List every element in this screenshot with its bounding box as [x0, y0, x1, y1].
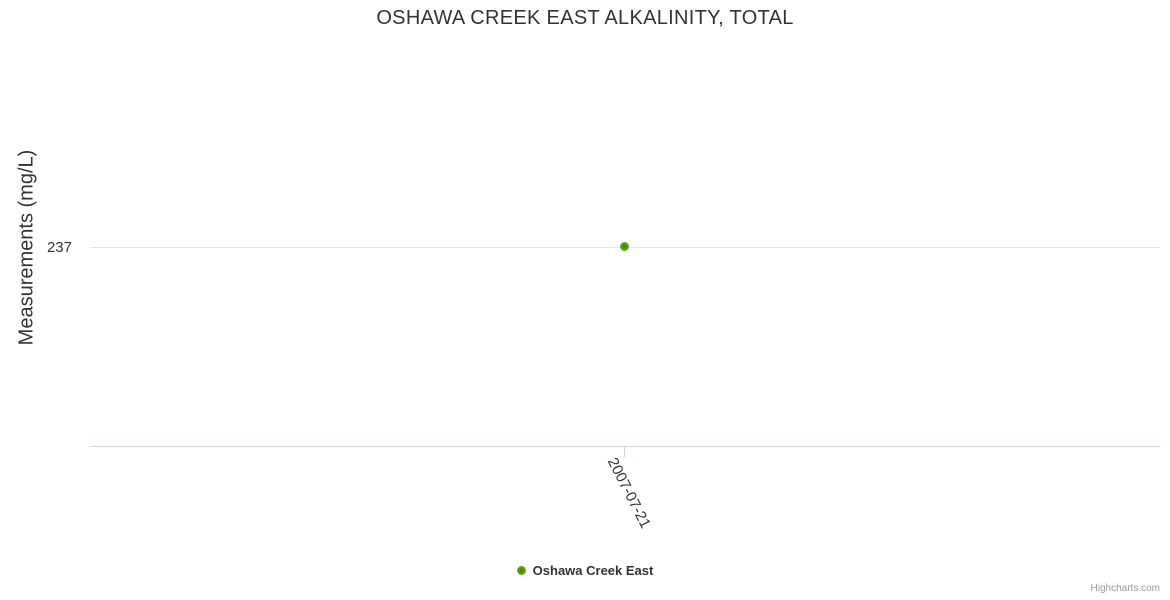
y-axis-tick-label: 237 — [46, 239, 72, 256]
legend-item-label: Oshawa Creek East — [532, 563, 654, 578]
highcharts-credits-link[interactable]: Highcharts.com — [1090, 583, 1160, 594]
x-axis-line — [90, 446, 1160, 447]
chart-title: OSHAWA CREEK EAST ALKALINITY, TOTAL — [376, 7, 794, 29]
legend: Oshawa Creek East — [0, 563, 1170, 578]
x-axis-tick-mark — [624, 447, 625, 457]
x-axis-tick-label: 2007-07-21 — [603, 455, 654, 532]
scatter-point-marker[interactable] — [620, 242, 629, 251]
legend-item-oshawa-creek-east[interactable]: Oshawa Creek East — [516, 563, 654, 578]
legend-marker-icon — [516, 566, 526, 575]
